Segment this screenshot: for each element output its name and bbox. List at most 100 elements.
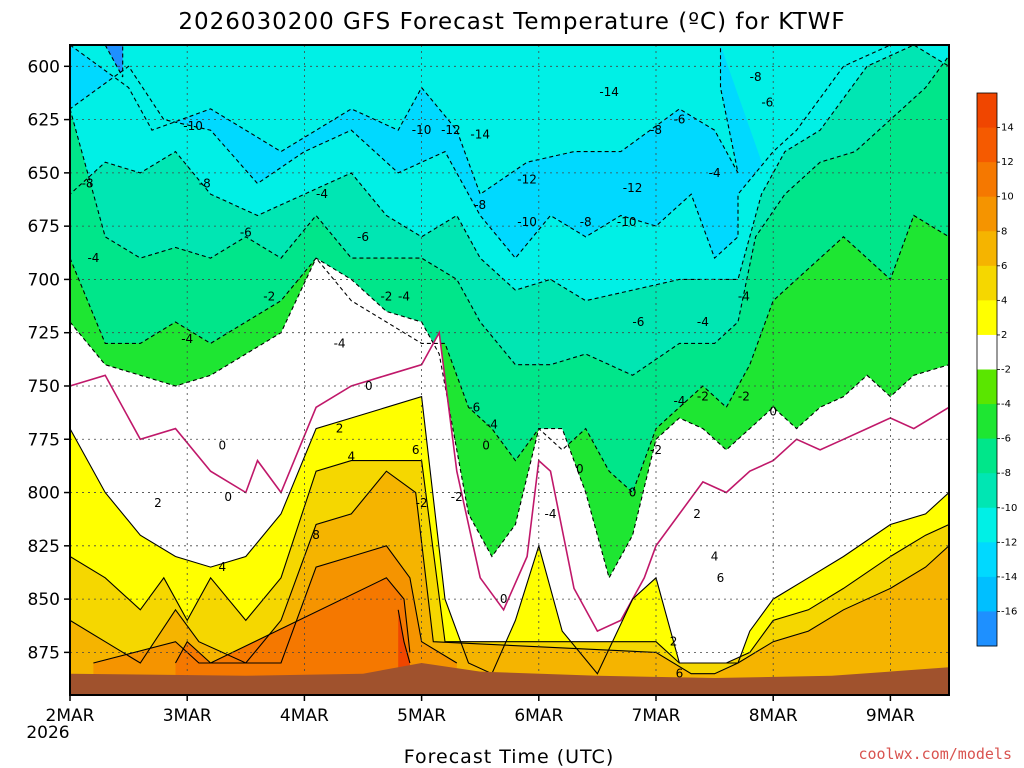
- colorbar-swatch: [977, 576, 997, 612]
- contour-label: -6: [240, 226, 252, 240]
- contour-label: -6: [632, 315, 644, 329]
- contour-label: -4: [673, 394, 685, 408]
- contour-line-6: [70, 470, 949, 675]
- contour-label: -10: [617, 215, 637, 229]
- contour-label: -4: [181, 332, 193, 346]
- plot-frame: [69, 44, 950, 696]
- contour-label: -6: [357, 230, 369, 244]
- contour-label: -4: [486, 417, 498, 431]
- x-tick-label: 9MAR: [866, 706, 915, 726]
- x-tick-label: 7MAR: [632, 706, 681, 726]
- contour-label: -4: [398, 289, 410, 303]
- contour-label: 0: [219, 439, 227, 453]
- contour-label: -2: [697, 390, 709, 404]
- contour-line--10: [70, 45, 891, 260]
- contour-label: 4: [711, 549, 719, 563]
- contour-label: 6: [676, 667, 684, 681]
- contour-label: -8: [750, 70, 762, 84]
- contour-label: 0: [365, 379, 373, 393]
- contour-line--4: [70, 214, 949, 494]
- colorbar-swatch: [977, 196, 997, 232]
- y-tick-label: 775: [28, 430, 60, 450]
- x-axis: 2MAR 3MAR 4MAR 5MAR 6MAR 7MAR 8MAR 9MAR: [46, 695, 915, 726]
- y-tick-label: 700: [28, 270, 60, 290]
- colorbar-tick-label: -14: [1001, 572, 1017, 583]
- colorbar-swatch: [977, 334, 997, 370]
- colorbar-swatch: [977, 369, 997, 405]
- contour-line--2: [70, 257, 949, 580]
- contour-label: 2: [670, 635, 678, 649]
- colorbar-tick-label: 14: [1001, 123, 1014, 134]
- colorbar-swatch: [977, 231, 997, 267]
- contour-label: -2: [380, 289, 392, 303]
- x-tick-label: 3MAR: [163, 706, 212, 726]
- contour-label: -10: [183, 119, 203, 133]
- y-tick-label: 650: [28, 164, 60, 184]
- y-tick-label: 625: [28, 111, 60, 131]
- colorbar-tick-label: -6: [1001, 434, 1011, 445]
- x-year-label: 2026: [26, 723, 69, 743]
- credit-text: coolwx.com/models: [858, 745, 1012, 763]
- contour-label: -8: [474, 198, 486, 212]
- contour-label: -4: [87, 251, 99, 265]
- colorbar: 14 12 10 8 6 4 2 -2 -4 -6 -8 -10 -12 -14 -16: [976, 92, 1017, 647]
- contour-label: 2: [336, 422, 344, 436]
- contour-label: 4: [347, 449, 355, 463]
- colorbar-tick-label: 8: [1001, 226, 1007, 237]
- contour-label: -2: [451, 490, 463, 504]
- contour-label: 0: [629, 486, 637, 500]
- contour-label: -6: [468, 400, 480, 414]
- contour-label: -10: [412, 123, 432, 137]
- contour-label: -6: [761, 96, 773, 110]
- contour-label: -4: [334, 336, 346, 350]
- band-fill-10: [175, 577, 410, 695]
- contour-line--8: [70, 45, 949, 302]
- contour-label: 6: [412, 443, 420, 457]
- contour-label: 8: [312, 528, 320, 542]
- y-tick-label: 725: [28, 324, 60, 344]
- contour-label: -2: [263, 289, 275, 303]
- colorbar-swatch: [977, 507, 997, 543]
- colorbar-swatch: [977, 404, 997, 440]
- x-tick-label: 5MAR: [397, 706, 446, 726]
- contour-label: 4: [219, 560, 227, 574]
- colorbar-tick-label: -4: [1001, 399, 1011, 410]
- x-tick-label: 8MAR: [749, 706, 798, 726]
- contour-label: -4: [697, 315, 709, 329]
- contour-fills: [70, 45, 949, 695]
- y-tick-label: 750: [28, 377, 60, 397]
- colorbar-swatch: [977, 611, 997, 647]
- contour-line-10: [175, 577, 411, 664]
- x-axis-title: Forecast Time (UTC): [404, 746, 614, 768]
- x-tick-label: 6MAR: [514, 706, 563, 726]
- contour-label: -12: [623, 181, 643, 195]
- colorbar-tick-label: -8: [1001, 468, 1011, 479]
- contour-label: -2: [738, 390, 750, 404]
- contour-label: -4: [316, 187, 328, 201]
- y-tick-label: 825: [28, 537, 60, 557]
- contour-label: -6: [673, 113, 685, 127]
- colorbar-swatch: [977, 300, 997, 336]
- contour-label: -14: [470, 128, 490, 142]
- contour-label: -2: [650, 443, 662, 457]
- contour-label: 0: [769, 405, 777, 419]
- colorbar-swatch: [977, 265, 997, 301]
- colorbar-swatch: [977, 542, 997, 578]
- colorbar-tick-label: -2: [1001, 365, 1011, 376]
- contour-label: 0: [224, 490, 232, 504]
- y-tick-label: 875: [28, 643, 60, 663]
- contour-line-0: [70, 330, 949, 633]
- colorbar-swatch: [977, 438, 997, 474]
- contour-label: 0: [500, 592, 508, 606]
- terrain-ground: [70, 663, 949, 695]
- colorbar-tick-label: 2: [1001, 330, 1007, 341]
- contour-label: -14: [599, 85, 619, 99]
- colorbar-tick-label: -16: [1001, 606, 1017, 617]
- contour-label: -4: [545, 507, 557, 521]
- contour-label: -8: [82, 177, 94, 191]
- contour-label: 2: [154, 496, 162, 510]
- colorbar-tick-label: 10: [1001, 192, 1014, 203]
- contour-label: -8: [650, 123, 662, 137]
